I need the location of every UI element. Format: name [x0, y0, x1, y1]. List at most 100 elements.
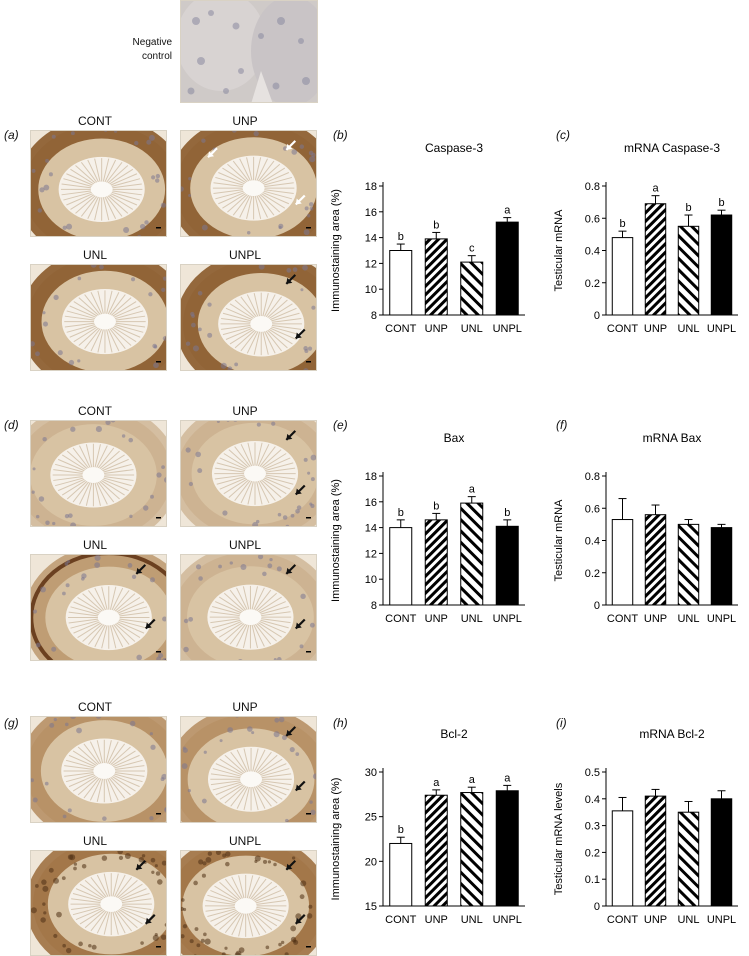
x-tick-label: CONT — [385, 613, 416, 625]
micrograph-bcl2-unpl — [180, 850, 317, 956]
chart-title: Bcl-2 — [440, 727, 468, 741]
bar-unpl — [495, 790, 519, 907]
y-tick-label: 0.6 — [585, 503, 600, 515]
bar-unpl — [495, 525, 519, 606]
y-tick-label: 16 — [365, 497, 377, 509]
significance-letter: b — [718, 197, 724, 209]
y-tick-label: 0.3 — [585, 821, 600, 833]
chart-bcl2-ihc: Bcl-2 Immunostaining area (%) 15 20 25 30 b CON… — [330, 727, 525, 926]
bar-cont — [389, 250, 413, 316]
significance-letter: a — [652, 183, 659, 195]
y-tick-label: 0 — [594, 600, 600, 612]
significance-letter: a — [504, 772, 511, 784]
bar-unp — [644, 203, 667, 316]
bar-unl — [460, 261, 484, 316]
chart-title: mRNA Caspase-3 — [624, 141, 720, 155]
y-tick-label: 0.5 — [585, 767, 600, 779]
panel-label-g: (g) — [4, 716, 19, 730]
micrograph-bcl2-unl — [30, 850, 167, 956]
y-axis-label: Immunostaining area (%) — [330, 479, 342, 602]
y-tick-label: 25 — [365, 812, 377, 824]
y-tick-label: 14 — [365, 523, 377, 535]
x-tick-label: UNP — [644, 914, 667, 926]
y-tick-label: 0.2 — [585, 568, 600, 580]
micrograph-caspase-cont — [30, 130, 167, 237]
bar-unp — [424, 794, 448, 907]
y-tick-label: 0 — [594, 310, 600, 322]
micrograph-caspase-unl — [30, 264, 167, 371]
micro-caption: UNL — [82, 248, 107, 262]
bar-unp — [644, 795, 667, 907]
bar-unl — [677, 523, 700, 606]
y-axis-label: Testicular mRNA — [553, 499, 565, 582]
y-tick-label: 0.2 — [585, 278, 600, 290]
micro-caption: CONT — [78, 404, 112, 418]
bar-cont — [611, 810, 634, 907]
micro-caption: UNL — [82, 834, 107, 848]
x-tick-label: UNL — [677, 914, 699, 926]
micro-caption: UNL — [82, 538, 107, 552]
x-tick-label: UNPL — [493, 914, 522, 926]
micrograph-bcl2-unp — [180, 716, 317, 823]
micro-caption: CONT — [78, 114, 112, 128]
significance-letter: b — [398, 824, 404, 836]
x-tick-label: UNPL — [707, 323, 736, 335]
y-axis-label: Immunostaining area (%) — [330, 189, 342, 312]
significance-letter: b — [398, 507, 404, 519]
x-tick-label: UNP — [644, 613, 667, 625]
x-tick-label: CONT — [607, 914, 638, 926]
bar-unp — [644, 514, 667, 606]
panel-label-c: (c) — [556, 128, 570, 142]
chart-caspase3-ihc: Caspase-3 Immunostaining area (%) 8 10 12 14 1… — [330, 141, 525, 335]
y-tick-label: 30 — [365, 767, 377, 779]
significance-letter: b — [433, 500, 439, 512]
x-tick-label: UNP — [425, 914, 448, 926]
micro-caption: UNP — [232, 114, 258, 128]
x-tick-label: UNP — [425, 323, 448, 335]
significance-letter: c — [469, 243, 475, 255]
bar-unl — [460, 792, 484, 907]
micrograph-bcl2-cont — [30, 716, 167, 823]
chart-title: mRNA Bax — [643, 431, 702, 445]
panel-label-b: (b) — [333, 128, 348, 142]
y-tick-label: 14 — [365, 233, 377, 245]
y-tick-label: 0.4 — [585, 246, 600, 258]
micro-caption: UNPL — [228, 248, 261, 262]
significance-letter: b — [619, 218, 625, 230]
y-tick-label: 20 — [365, 856, 377, 868]
x-tick-label: CONT — [607, 613, 638, 625]
x-tick-label: UNPL — [707, 914, 736, 926]
chart-caspase3-mrna: mRNA Caspase-3 Testicular mRNA 0 0.2 0.4 0.6 0… — [553, 141, 738, 335]
micrograph-bax-cont — [30, 420, 167, 527]
micro-caption: UNPL — [228, 538, 261, 552]
x-tick-label: CONT — [385, 914, 416, 926]
micro-caption: CONT — [78, 700, 112, 714]
significance-letter: a — [433, 777, 440, 789]
significance-letter: a — [504, 205, 511, 217]
bar-cont — [389, 527, 413, 606]
micrograph-caspase-unp — [180, 130, 317, 237]
bar-unpl — [710, 798, 733, 907]
bar-unp — [424, 238, 448, 316]
significance-letter: b — [433, 219, 439, 231]
x-tick-label: UNL — [677, 323, 699, 335]
y-tick-label: 0.4 — [585, 536, 600, 548]
micro-caption: UNP — [232, 404, 258, 418]
micrograph-bax-unl — [30, 554, 167, 661]
y-axis-label: Testicular mRNA — [553, 209, 565, 292]
chart-title: Bax — [444, 431, 465, 445]
x-tick-label: UNP — [644, 323, 667, 335]
significance-letter: b — [504, 507, 510, 519]
panel-label-i: (i) — [556, 716, 567, 730]
y-tick-label: 0.2 — [585, 847, 600, 859]
chart-title: mRNA Bcl-2 — [639, 727, 705, 741]
bar-unl — [677, 225, 700, 316]
panel-label-h: (h) — [333, 716, 348, 730]
x-tick-label: UNPL — [707, 613, 736, 625]
y-tick-label: 0.6 — [585, 213, 600, 225]
y-axis-label: Testicular mRNA levels — [553, 782, 565, 895]
x-tick-label: UNL — [461, 914, 483, 926]
bar-cont — [389, 842, 413, 907]
x-tick-label: CONT — [385, 323, 416, 335]
significance-letter: b — [398, 231, 404, 243]
